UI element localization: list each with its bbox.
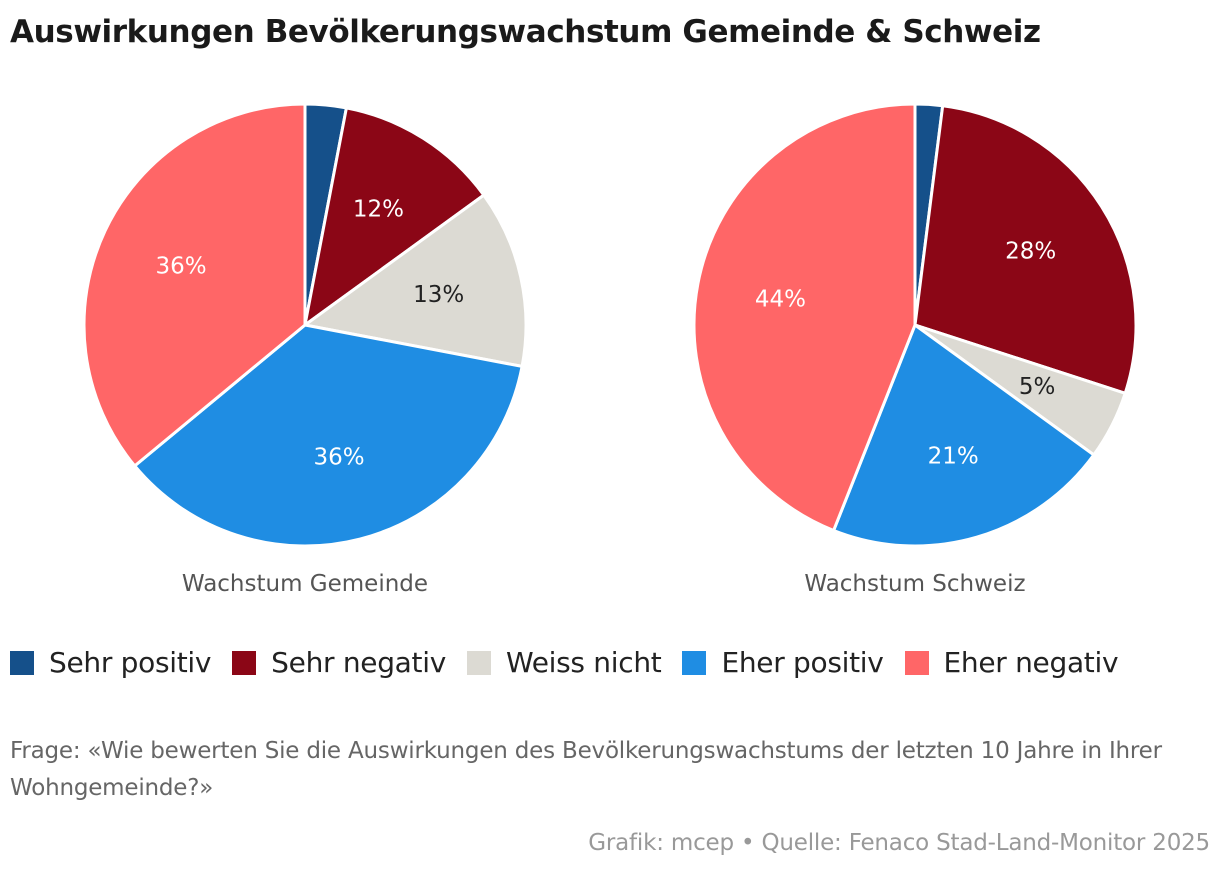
pie-subtitle: Wachstum Gemeinde — [182, 571, 428, 597]
slice-data-label: 13% — [413, 282, 464, 308]
pie-slice-eher-negativ — [82, 102, 307, 468]
legend-label: Sehr positiv — [49, 646, 212, 679]
pie-slice-sehr-negativ — [303, 106, 486, 327]
legend-swatch — [232, 650, 257, 675]
slice-data-label: 44% — [755, 286, 806, 312]
pie-subtitle: Wachstum Schweiz — [804, 571, 1025, 597]
pie-charts: 12% 13% 36% 36% Wachstum Gemeinde 28% 5% 21% 44%… — [82, 102, 1138, 597]
legend-swatch — [904, 650, 929, 675]
pie-chart-2: 28% 5% 21% 44% Wachstum Schweiz — [692, 102, 1138, 597]
legend-item-eher-positiv: Eher positiv — [682, 646, 884, 679]
slice-data-label: 36% — [314, 445, 365, 471]
pie-slice-eher-negativ — [692, 102, 917, 532]
legend-label: Sehr negativ — [271, 646, 446, 679]
slice-data-label: 5% — [1019, 374, 1056, 400]
pie-slice-eher-positiv — [133, 323, 524, 548]
legend-swatch — [10, 650, 34, 675]
legend: Sehr positiv Sehr negativ Weiss nicht Eh… — [10, 646, 1139, 679]
pie-slice-sehr-negativ — [913, 104, 1138, 395]
slice-data-label: 12% — [353, 196, 404, 222]
question-note: Frage: «Wie bewerten Sie die Auswirkunge… — [10, 738, 1162, 801]
legend-label: Eher negativ — [943, 646, 1119, 679]
legend-label: Eher positiv — [721, 646, 884, 679]
chart-title: Auswirkungen Bevölkerungswachstum Gemein… — [10, 14, 1041, 50]
slice-data-label: 36% — [155, 254, 206, 280]
legend-item-sehr-negativ: Sehr negativ — [232, 646, 446, 679]
pie-slice-weiss-nicht — [303, 193, 528, 368]
pie-chart-1: 12% 13% 36% 36% Wachstum Gemeinde — [82, 102, 528, 597]
slice-data-label: 28% — [1005, 239, 1056, 265]
pie-slice-eher-positiv — [832, 323, 1096, 548]
slice-data-label: 21% — [928, 444, 979, 470]
legend-item-sehr-positiv: Sehr positiv — [10, 646, 211, 679]
legend-label: Weiss nicht — [505, 646, 662, 679]
source-credit: Grafik: mcep • Quelle: Fenaco Stad-Land-… — [588, 830, 1210, 856]
legend-swatch — [682, 650, 707, 675]
legend-swatch — [466, 650, 491, 675]
legend-item-weiss-nicht: Weiss nicht — [466, 646, 662, 679]
legend-item-eher-negativ: Eher negativ — [904, 646, 1119, 679]
